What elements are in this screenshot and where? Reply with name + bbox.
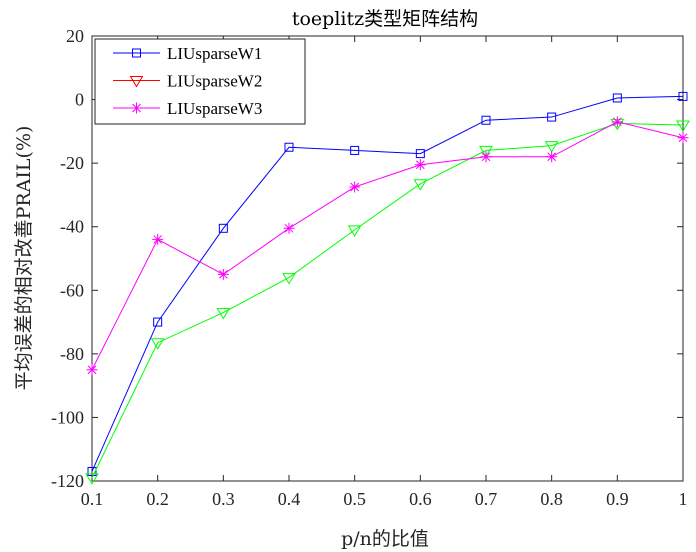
data-point — [611, 116, 623, 128]
data-point — [85, 473, 99, 485]
axis-ticks: 0.1 0.2 0.3 0.4 0.5 0.6 0.7 0.8 0.9 1 20 0 -20 -40 -60… — [51, 26, 688, 509]
data-point — [677, 132, 689, 144]
data-point — [349, 181, 361, 193]
x-tick-label: 0.2 — [146, 489, 169, 509]
data-point — [678, 91, 688, 101]
data-point — [547, 112, 557, 122]
data-point — [216, 308, 231, 320]
data-point — [480, 151, 492, 163]
legend-label: LIUsparseW2 — [167, 72, 262, 91]
series-1 — [87, 91, 688, 476]
x-tick-label: 0.5 — [343, 489, 366, 509]
y-tick-label: -100 — [51, 407, 84, 427]
data-point — [153, 317, 163, 327]
series-line — [91, 121, 684, 370]
data-point — [284, 142, 294, 152]
series-line — [91, 122, 684, 479]
y-tick-label: 0 — [75, 90, 84, 110]
data-point — [87, 466, 97, 476]
data-point — [131, 102, 142, 114]
data-point — [479, 145, 493, 158]
data-point — [612, 93, 622, 103]
series-line — [91, 95, 684, 472]
x-tick-label: 0.4 — [278, 489, 301, 509]
data-point — [150, 338, 165, 350]
data-point — [86, 364, 98, 376]
data-point — [350, 145, 360, 155]
x-tick-label: 0.6 — [409, 489, 432, 509]
data-point — [282, 273, 296, 285]
x-tick-label: 0.3 — [212, 489, 235, 509]
x-tick-label: 0.9 — [606, 489, 629, 509]
x-tick-label: 1 — [679, 489, 688, 509]
legend-item: LIUsparseW3 — [113, 99, 262, 118]
data-point — [218, 223, 228, 233]
series-3 — [86, 116, 689, 376]
data-point — [283, 222, 295, 234]
y-axis-label: 平均误差的相对改善PRAIL(%) — [13, 126, 35, 391]
data-point — [413, 179, 428, 191]
y-tick-label: -60 — [60, 280, 84, 300]
y-tick-label: 20 — [66, 26, 84, 46]
data-point — [152, 233, 164, 245]
data-point — [544, 141, 559, 153]
data-point — [676, 120, 690, 132]
legend-label: LIUsparseW3 — [167, 99, 262, 118]
data-point — [481, 115, 491, 125]
data-point — [415, 149, 425, 159]
legend-label: LIUsparseW1 — [167, 44, 262, 63]
y-tick-label: -40 — [60, 217, 84, 237]
series-layer — [85, 91, 690, 485]
y-tick-label: -20 — [60, 153, 84, 173]
x-tick-label: 0.1 — [81, 489, 104, 509]
y-tick-label: -80 — [60, 344, 84, 364]
data-point — [414, 159, 426, 171]
x-tick-label: 0.7 — [475, 489, 498, 509]
data-point — [132, 48, 141, 58]
data-point — [546, 151, 558, 163]
x-axis-label: p/n的比值 — [341, 528, 429, 550]
legend-item: LIUsparseW2 — [113, 72, 262, 91]
plot-area-frame — [91, 35, 684, 482]
x-tick-label: 0.8 — [540, 489, 563, 509]
data-point — [129, 76, 144, 88]
data-point — [347, 225, 362, 237]
series-2 — [85, 118, 690, 485]
data-point — [217, 268, 229, 280]
legend: LIUsparseW1 LIUsparseW2 LIUsparseW3 — [94, 38, 306, 125]
legend-item: LIUsparseW1 — [113, 44, 262, 63]
y-tick-label: -120 — [51, 471, 84, 491]
chart-title: toeplitz类型矩阵结构 — [292, 8, 478, 30]
